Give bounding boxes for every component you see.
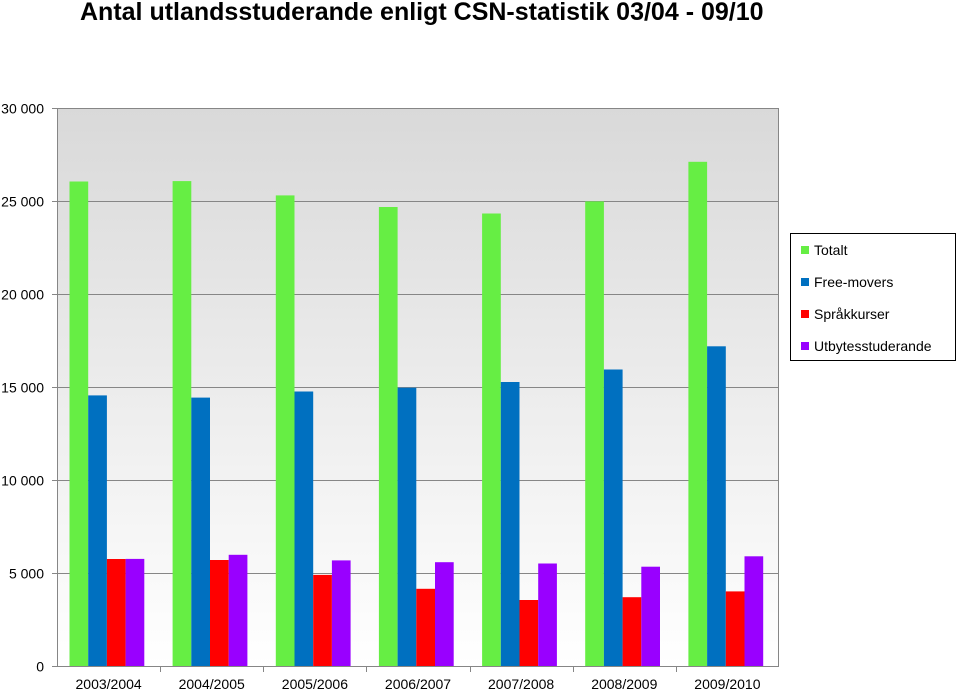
bar-spr-kkurser-2006-2007 xyxy=(416,588,435,666)
bar-utbytesstuderande-2009-2010 xyxy=(744,556,764,666)
x-tick-label: 2009/2010 xyxy=(694,676,760,690)
bar-free-movers-2003-2004 xyxy=(88,395,107,666)
y-tick-label: 0 xyxy=(36,659,44,675)
legend-swatch-free-movers xyxy=(801,278,809,286)
x-tick-label: 2005/2006 xyxy=(282,676,348,690)
legend-label-free-movers: Free-movers xyxy=(814,274,894,290)
x-tick-label: 2008/2009 xyxy=(591,676,657,690)
bar-free-movers-2007-2008 xyxy=(500,382,520,666)
bar-spr-kkurser-2007-2008 xyxy=(519,600,539,666)
x-tick-label: 2004/2005 xyxy=(179,676,245,690)
bar-free-movers-2008-2009 xyxy=(603,369,623,666)
legend-item-sprakkurser: Språkkurser xyxy=(791,303,955,335)
bar-utbytesstuderande-2005-2006 xyxy=(331,560,351,666)
bar-totalt-2007-2008 xyxy=(482,213,501,666)
legend-item-free-movers: Free-movers xyxy=(791,271,955,303)
bar-totalt-2006-2007 xyxy=(378,207,398,666)
bar-utbytesstuderande-2004-2005 xyxy=(228,554,248,666)
x-tick-label: 2007/2008 xyxy=(488,676,554,690)
legend-swatch-utbytesstuderande xyxy=(801,342,809,350)
bar-spr-kkurser-2009-2010 xyxy=(725,591,745,666)
bar-totalt-2004-2005 xyxy=(172,181,192,666)
y-tick-label: 30 000 xyxy=(1,101,44,117)
bar-totalt-2008-2009 xyxy=(585,201,604,666)
bar-totalt-2003-2004 xyxy=(69,181,89,666)
chart-title: Antal utlandsstuderande enligt CSN-stati… xyxy=(80,0,764,26)
bar-free-movers-2005-2006 xyxy=(294,391,314,666)
y-tick-label: 25 000 xyxy=(1,194,44,210)
legend-label-utbytesstuderande: Utbytesstuderande xyxy=(814,338,932,354)
legend-label-totalt: Totalt xyxy=(814,242,848,258)
legend-swatch-sprakkurser xyxy=(801,310,809,318)
bar-utbytesstuderande-2008-2009 xyxy=(641,566,660,666)
bar-spr-kkurser-2004-2005 xyxy=(210,560,229,666)
y-tick-label: 20 000 xyxy=(1,287,44,303)
legend-label-sprakkurser: Språkkurser xyxy=(814,306,890,322)
y-tick-label: 10 000 xyxy=(1,473,44,489)
bar-spr-kkurser-2008-2009 xyxy=(622,597,642,666)
y-tick-label: 15 000 xyxy=(1,380,44,396)
bar-spr-kkurser-2003-2004 xyxy=(106,559,126,666)
chart-legend: Totalt Free-movers Språkkurser Utbytesst… xyxy=(790,233,956,361)
bar-totalt-2005-2006 xyxy=(275,195,295,666)
legend-item-totalt: Totalt xyxy=(791,239,955,271)
bar-free-movers-2009-2010 xyxy=(707,346,726,666)
legend-item-utbytesstuderande: Utbytesstuderande xyxy=(791,335,955,367)
bar-totalt-2009-2010 xyxy=(688,161,708,667)
legend-swatch-totalt xyxy=(801,246,809,254)
bar-utbytesstuderande-2006-2007 xyxy=(435,562,454,666)
bar-spr-kkurser-2005-2006 xyxy=(313,574,332,666)
bar-free-movers-2004-2005 xyxy=(191,397,210,666)
bar-utbytesstuderande-2007-2008 xyxy=(538,563,557,666)
x-tick-label: 2003/2004 xyxy=(76,676,142,690)
x-tick-label: 2006/2007 xyxy=(385,676,451,690)
y-tick-label: 5 000 xyxy=(9,566,44,582)
bar-utbytesstuderande-2003-2004 xyxy=(125,558,145,666)
bar-free-movers-2006-2007 xyxy=(397,387,417,666)
